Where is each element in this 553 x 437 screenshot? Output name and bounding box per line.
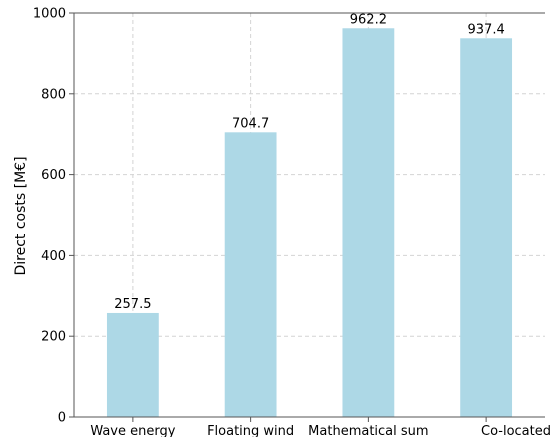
data-label-4: 937.4 (468, 22, 505, 37)
y-tick-labels: 0 200 400 600 800 1000 (33, 7, 66, 426)
data-labels: 257.5 704.7 962.2 937.4 (114, 12, 504, 312)
y-tick-label-4: 800 (41, 87, 66, 102)
bar-2 (224, 132, 277, 417)
x-tick-label-1: Floating wind (207, 424, 294, 437)
data-label-2: 704.7 (232, 116, 269, 131)
y-tick-label-3: 600 (41, 168, 66, 183)
x-tick-label-2: Mathematical sum (308, 424, 428, 437)
y-tick-label-2: 400 (41, 249, 66, 264)
axes (69, 12, 545, 422)
bar-4 (460, 38, 513, 417)
y-tick-label-5: 1000 (33, 7, 66, 22)
data-label-3: 962.2 (350, 12, 387, 27)
y-tick-label-0: 0 (58, 411, 66, 426)
bar-3 (342, 28, 395, 417)
x-tick-label-0: Wave energy (90, 424, 175, 437)
y-axis-label: Direct costs [M€] (13, 156, 29, 275)
data-label-1: 257.5 (114, 297, 151, 312)
x-tick-labels: Wave energy Floating wind Mathematical sum… (90, 424, 551, 437)
bar-1 (106, 312, 159, 417)
bars (106, 28, 513, 417)
y-tick-label-1: 200 (41, 330, 66, 345)
x-tick-label-3: Co-located (481, 424, 551, 437)
